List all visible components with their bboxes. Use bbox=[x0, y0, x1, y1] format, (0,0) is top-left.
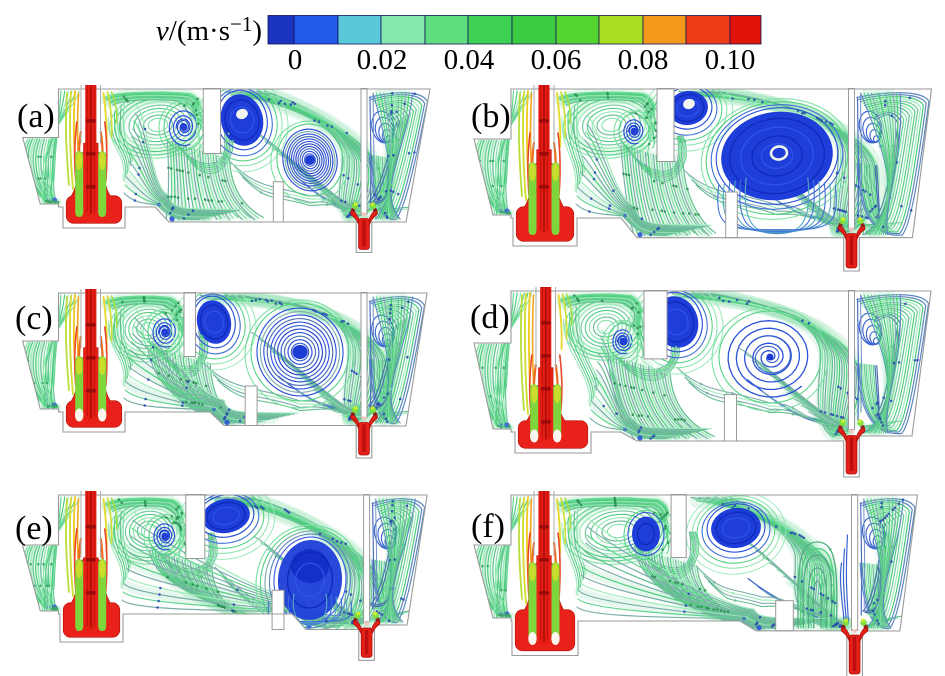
svg-text:(b): (b) bbox=[471, 98, 511, 135]
svg-text:v/(m·s−1): v/(m·s−1) bbox=[156, 12, 262, 47]
svg-text:0.08: 0.08 bbox=[618, 44, 669, 76]
svg-text:(c): (c) bbox=[15, 300, 53, 337]
svg-text:0.10: 0.10 bbox=[705, 44, 756, 76]
svg-text:0.02: 0.02 bbox=[357, 44, 408, 76]
svg-text:0.06: 0.06 bbox=[531, 44, 582, 76]
svg-text:(f): (f) bbox=[471, 508, 505, 545]
svg-text:(e): (e) bbox=[15, 510, 53, 547]
svg-text:(a): (a) bbox=[17, 98, 55, 135]
svg-text:(d): (d) bbox=[470, 299, 510, 336]
svg-text:0: 0 bbox=[288, 44, 303, 76]
svg-text:0.04: 0.04 bbox=[444, 44, 495, 76]
